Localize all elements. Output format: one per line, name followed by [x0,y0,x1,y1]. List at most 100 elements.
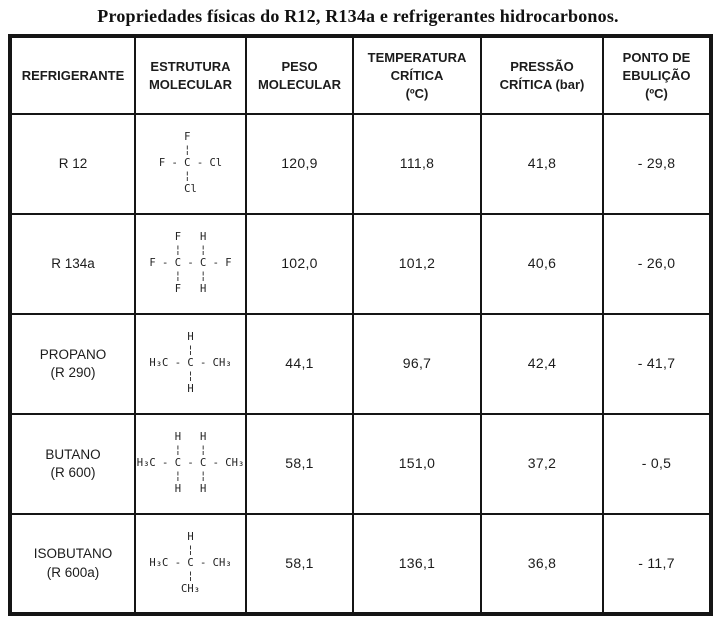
refrigerant-name: R 12 [58,155,88,171]
header-label: REFRIGERANTE [21,67,125,83]
cell-molecular-structure: F H ¦ ¦ F - C - C - F ¦ ¦ F H [134,213,247,315]
refrigerant-name: BUTANO (R 600) [45,446,101,480]
header-label: PONTO DE EBULIÇÃO (ºC) [622,49,691,101]
cell-ponto-ebulicao: - 29,8 [602,113,712,215]
table-row-isobutano: ISOBUTANO (R 600a) H ¦ H₃C - C - CH₃ ¦ C… [9,513,712,615]
cell-refrigerant-name: ISOBUTANO (R 600a) [9,513,136,615]
refrigerant-name: ISOBUTANO (R 600a) [33,546,113,580]
structure-line: H H [136,431,207,443]
peso-molecular-value: 58,1 [285,554,314,571]
cell-peso-molecular: 120,9 [245,113,354,215]
structure-line: F - C - Cl [158,157,223,169]
structure-line: Cl [158,183,197,195]
cell-molecular-structure: H H ¦ ¦ H₃C - C - C - CH₃ ¦ ¦ H H [134,413,247,515]
pressao-critica-value: 37,2 [527,455,557,471]
structure-line: ¦ [149,370,194,382]
temperatura-critica-value: 151,0 [398,455,436,471]
table-title: Propriedades físicas do R12, R134a e ref… [97,6,619,26]
structure-line: ¦ [158,144,191,156]
header-cell-peso-molecular: PESO MOLECULAR [245,35,354,115]
structure-line: CH₃ [149,582,200,595]
pressao-critica-value: 42,4 [527,355,557,371]
structure-line: F H [149,231,207,243]
structure-line: H₃C - C - CH₃ [149,556,232,569]
cell-temperatura-critica: 111,8 [352,113,482,215]
cell-temperatura-critica: 101,2 [352,213,482,315]
structure-line: ¦ [149,344,194,356]
temperatura-critica-value: 111,8 [399,155,435,171]
structure-line: H [149,331,194,343]
cell-molecular-structure: F ¦ F - C - Cl ¦ Cl [134,113,247,215]
ponto-ebulicao-value: - 0,5 [641,455,672,471]
structure-line: ¦ ¦ [136,444,207,456]
structure-line: ¦ [158,170,191,182]
cell-refrigerant-name: PROPANO (R 290) [9,313,136,415]
refrigerant-properties-table: REFRIGERANTE ESTRUTURA MOLECULAR PESO MO… [8,34,713,616]
cell-refrigerant-name: R 134a [9,213,136,315]
structure-line: H [149,383,194,395]
structure-line: F - C - C - F [149,257,232,269]
cell-peso-molecular: 44,1 [245,313,354,415]
structure-line: H₃C - C - CH₃ [149,357,232,369]
cell-peso-molecular: 58,1 [245,513,354,615]
molecular-structure-diagram: H ¦ H₃C - C - CH₃ ¦ H [149,331,231,396]
structure-line: ¦ ¦ [136,470,207,482]
cell-refrigerant-name: R 12 [9,113,136,215]
peso-molecular-value: 102,0 [281,255,318,271]
cell-temperatura-critica: 136,1 [352,513,482,615]
table-row-r134a: R 134a F H ¦ ¦ F - C - C - F ¦ ¦ F H 102… [9,213,712,315]
cell-temperatura-critica: 151,0 [352,413,482,515]
table-row-propano: PROPANO (R 290) H ¦ H₃C - C - CH₃ ¦ H 44… [9,313,712,415]
cell-ponto-ebulicao: - 0,5 [602,413,712,515]
structure-line: ¦ [149,569,194,582]
header-cell-estrutura-molecular: ESTRUTURA MOLECULAR [134,35,247,115]
peso-molecular-value: 120,9 [281,155,318,171]
cell-molecular-structure: H ¦ H₃C - C - CH₃ ¦ H [134,313,247,415]
header-row: REFRIGERANTE ESTRUTURA MOLECULAR PESO MO… [9,35,712,115]
cell-pressao-critica: 37,2 [480,413,604,515]
structure-line: ¦ ¦ [149,270,207,282]
table-row-r12: R 12 F ¦ F - C - Cl ¦ Cl 120,9 111,8 41,… [9,113,712,215]
cell-refrigerant-name: BUTANO (R 600) [9,413,136,515]
structure-line: F [158,131,191,143]
temperatura-critica-value: 96,7 [402,355,432,371]
pressao-critica-value: 40,6 [527,255,557,271]
header-label: ESTRUTURA MOLECULAR [148,58,233,92]
header-cell-temperatura-critica: TEMPERATURA CRÍTICA (ºC) [352,35,482,115]
structure-line: ¦ ¦ [149,244,207,256]
header-cell-refrigerante: REFRIGERANTE [9,35,136,115]
molecular-structure-diagram: H H ¦ ¦ H₃C - C - C - CH₃ ¦ ¦ H H [137,431,244,496]
molecular-structure-diagram: F ¦ F - C - Cl ¦ Cl [159,131,222,196]
cell-ponto-ebulicao: - 11,7 [602,513,712,615]
temperatura-critica-value: 136,1 [398,554,436,571]
cell-ponto-ebulicao: - 41,7 [602,313,712,415]
cell-molecular-structure: H ¦ H₃C - C - CH₃ ¦ CH₃ [134,513,247,615]
cell-pressao-critica: 40,6 [480,213,604,315]
cell-temperatura-critica: 96,7 [352,313,482,415]
cell-ponto-ebulicao: - 26,0 [602,213,712,315]
ponto-ebulicao-value: - 26,0 [637,255,676,271]
refrigerant-name: PROPANO (R 290) [39,346,107,380]
molecular-structure-diagram: F H ¦ ¦ F - C - C - F ¦ ¦ F H [149,231,231,296]
refrigerant-name: R 134a [51,255,95,271]
cell-pressao-critica: 42,4 [480,313,604,415]
cell-peso-molecular: 102,0 [245,213,354,315]
pressao-critica-value: 36,8 [527,554,557,571]
cell-pressao-critica: 41,8 [480,113,604,215]
header-cell-pressao-critica: PRESSÃO CRÍTICA (bar) [480,35,604,115]
peso-molecular-value: 58,1 [285,455,314,471]
header-cell-ponto-ebulicao: PONTO DE EBULIÇÃO (ºC) [602,35,712,115]
table-row-butano: BUTANO (R 600) H H ¦ ¦ H₃C - C - C - CH₃… [9,413,712,515]
structure-line: H H [136,483,207,495]
header-label: PESO MOLECULAR [257,58,342,92]
structure-line: H₃C - C - C - CH₃ [136,457,245,469]
temperatura-critica-value: 101,2 [398,255,436,271]
ponto-ebulicao-value: - 11,7 [638,554,675,571]
structure-line: H [149,530,194,543]
ponto-ebulicao-value: - 41,7 [637,355,676,371]
cell-pressao-critica: 36,8 [480,513,604,615]
cell-peso-molecular: 58,1 [245,413,354,515]
structure-line: F H [149,283,207,295]
structure-line: ¦ [149,543,194,556]
